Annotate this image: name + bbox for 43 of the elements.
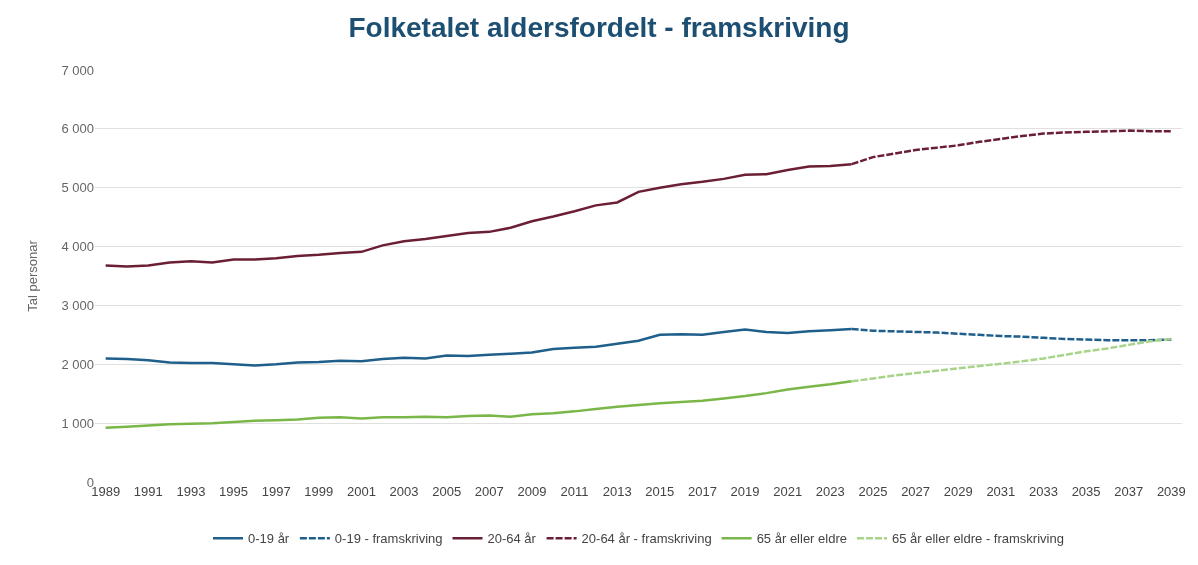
legend-label: 0-19 år [248, 531, 290, 547]
x-tick-label: 2025 [858, 484, 888, 499]
legend-label: 20-64 år [487, 531, 537, 547]
x-tick-label: 2039 [1156, 484, 1186, 499]
x-tick-label: 2031 [986, 484, 1016, 499]
x-tick-label: 2005 [432, 484, 462, 499]
x-tick-label: 1991 [133, 484, 163, 499]
x-tick-label: 2019 [730, 484, 760, 499]
legend-label: 0-19 - framskriving [334, 531, 443, 547]
x-tick-label: 2023 [815, 484, 845, 499]
legend-label: 20-64 år - framskriving [581, 531, 712, 547]
x-tick-label: 2011 [560, 484, 589, 499]
y-tick-label: 7 000 [61, 62, 94, 78]
x-tick-label: 2033 [1029, 484, 1058, 499]
x-tick-label: 2001 [346, 484, 376, 499]
y-tick-label: 6 000 [61, 121, 94, 137]
x-tick-label: 2009 [517, 484, 547, 499]
x-tick-label: 2003 [389, 484, 419, 499]
x-tick-label: 1997 [261, 484, 291, 499]
line-series [104, 380, 853, 430]
x-tick-label: 2029 [943, 484, 973, 499]
y-axis-title: Tal personar [25, 239, 41, 312]
x-tick-label: 2015 [645, 484, 675, 499]
y-tick-label: 0 [86, 474, 94, 490]
line-series [850, 337, 1173, 383]
legend-label: 65 år eller eldre - framskriving [891, 531, 1064, 547]
x-tick-label: 2017 [687, 484, 717, 499]
x-tick-label: 2013 [602, 484, 632, 499]
x-tick-label: 2007 [474, 484, 504, 499]
y-tick-label: 1 000 [61, 415, 94, 431]
x-tick-label: 1999 [304, 484, 334, 499]
legend-label: 65 år eller eldre [756, 531, 847, 547]
y-tick-label: 5 000 [61, 180, 94, 196]
x-tick-label: 2035 [1071, 484, 1101, 499]
x-tick-label: 2021 [773, 484, 803, 499]
x-tick-label: 2037 [1114, 484, 1144, 499]
y-tick-label: 3 000 [61, 297, 94, 313]
x-tick-label: 1993 [176, 484, 206, 499]
y-tick-label: 2 000 [61, 356, 94, 372]
y-tick-label: 4 000 [61, 239, 94, 255]
x-tick-label: 2027 [901, 484, 931, 499]
chart-title: Folketalet aldersfordelt - framskriving [348, 11, 850, 43]
x-tick-label: 1995 [219, 484, 248, 499]
